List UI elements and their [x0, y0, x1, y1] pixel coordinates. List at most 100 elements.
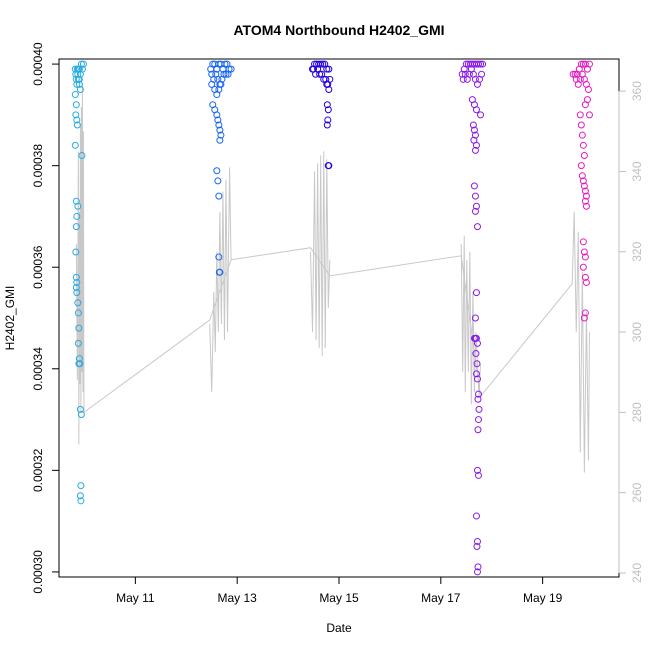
x-tick-label: May 19 [523, 591, 563, 605]
data-point [580, 248, 588, 256]
data-point [471, 192, 479, 200]
data-point [73, 121, 81, 129]
data-point [75, 324, 83, 332]
x-axis: May 11 May 13 May 15 May 17 May 19 [116, 576, 563, 605]
data-point [585, 60, 593, 68]
data-point [71, 91, 79, 99]
y-tick-label: 0.00036 [31, 245, 45, 289]
data-point [77, 482, 85, 490]
data-point [72, 273, 80, 281]
data-point [74, 299, 82, 307]
data-point [217, 80, 225, 88]
data-point [478, 70, 486, 78]
data-point [569, 70, 577, 78]
data-point [215, 268, 223, 276]
y2-tick-label: 240 [630, 563, 644, 583]
data-point [473, 360, 481, 368]
data-point [580, 182, 588, 190]
data-point [73, 212, 81, 220]
cluster-line-layer [75, 83, 590, 473]
data-point [75, 360, 83, 368]
data-point [473, 568, 481, 576]
data-point [582, 192, 590, 200]
y-tick-label: 0.00038 [31, 144, 45, 188]
data-point [215, 253, 223, 261]
data-point [323, 101, 331, 109]
data-point [214, 177, 222, 185]
data-point [319, 60, 327, 68]
data-point [471, 146, 479, 154]
data-point [581, 273, 589, 281]
data-point [473, 223, 481, 231]
data-point [75, 355, 83, 363]
data-point [227, 65, 235, 73]
data-point [473, 339, 481, 347]
data-point [576, 111, 584, 119]
data-point [472, 350, 480, 358]
data-point [475, 405, 483, 413]
data-point [470, 126, 478, 134]
data-point [72, 75, 80, 83]
data-point [217, 131, 225, 139]
data-point [580, 314, 588, 322]
y2-axis: 240 260 280 300 320 340 360 [618, 81, 644, 583]
data-point [477, 60, 485, 68]
data-point [582, 278, 590, 286]
chart-title: ATOM4 Northbound H2402_GMI [233, 22, 444, 38]
data-point [78, 65, 86, 73]
data-point [472, 289, 480, 297]
data-point [579, 177, 587, 185]
data-point [474, 471, 482, 479]
data-point [581, 253, 589, 261]
cluster-line-3 [309, 151, 331, 357]
data-point [472, 370, 480, 378]
data-point [74, 70, 82, 78]
data-point [76, 85, 84, 93]
data-point [471, 314, 479, 322]
data-point [470, 182, 478, 190]
data-point [474, 563, 482, 571]
data-point [72, 223, 80, 231]
data-point [474, 395, 482, 403]
data-point [581, 197, 589, 205]
data-point [471, 131, 479, 139]
data-point [79, 60, 87, 68]
data-point [325, 85, 333, 93]
data-point [471, 207, 479, 215]
data-point [72, 248, 80, 256]
x-axis-label: Date [326, 621, 352, 635]
data-point [472, 141, 480, 149]
x-tick-label: May 11 [116, 591, 155, 605]
data-point [77, 60, 85, 68]
data-point [580, 151, 588, 159]
y-tick-label: 0.00030 [31, 550, 45, 594]
data-point [221, 60, 229, 68]
data-point [581, 187, 589, 195]
data-point [214, 116, 222, 124]
data-point [316, 70, 324, 78]
data-point [472, 334, 480, 342]
data-point [215, 121, 223, 129]
cluster-line-1 [75, 83, 85, 445]
data-point [477, 111, 485, 119]
data-point [74, 339, 82, 347]
data-point [474, 426, 482, 434]
x-tick-label: May 17 [421, 591, 461, 605]
data-point [472, 106, 480, 114]
data-point [76, 492, 84, 500]
data-point [71, 141, 79, 149]
data-point [220, 70, 228, 78]
data-point [581, 101, 589, 109]
data-point [474, 416, 482, 424]
data-point [578, 172, 586, 180]
x-tick-label: May 15 [319, 591, 359, 605]
data-point [75, 80, 83, 88]
y-axis: 0.00030 0.00032 0.00034 0.00036 0.00038 0.000… [31, 42, 60, 594]
data-point [578, 131, 586, 139]
data-point [73, 289, 81, 297]
data-point [577, 60, 585, 68]
data-point [76, 405, 84, 413]
data-point [74, 309, 82, 317]
data-point [584, 85, 592, 93]
cluster-line-2 [209, 167, 232, 393]
